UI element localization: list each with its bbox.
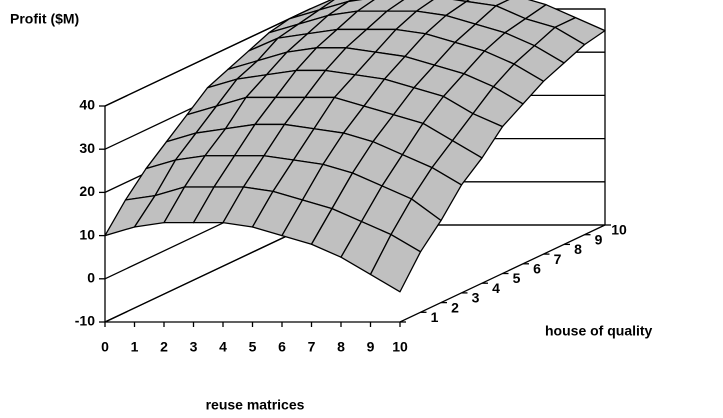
x-tick-label: 2 <box>160 339 168 355</box>
x-tick-label: 3 <box>190 339 198 355</box>
surface-patch <box>369 233 422 293</box>
x-tick-label: 5 <box>249 339 257 355</box>
x-axis-title: reuse matrices <box>206 397 305 413</box>
z-tick-label: -10 <box>75 313 95 329</box>
x-tick-label: 7 <box>308 339 316 355</box>
x-tick-label: 6 <box>278 339 286 355</box>
y-tick-label: 8 <box>574 241 582 257</box>
y-tick-label: 9 <box>595 231 603 247</box>
x-tick-label: 4 <box>219 339 227 355</box>
x-tick-label: 8 <box>337 339 345 355</box>
z-tick-label: 20 <box>79 183 95 199</box>
y-axis-title: house of quality <box>545 323 653 339</box>
z-tick-label: 10 <box>79 226 95 242</box>
z-tick-label: 0 <box>87 270 95 286</box>
y-tick-label: 2 <box>451 299 459 315</box>
x-tick-label: 0 <box>101 339 109 355</box>
z-tick-label: 40 <box>79 97 95 113</box>
x-tick-label: 10 <box>392 339 408 355</box>
y-tick-label: 6 <box>533 261 541 277</box>
y-tick-label: 1 <box>431 309 439 325</box>
z-tick-label: 30 <box>79 140 95 156</box>
x-tick-label: 9 <box>367 339 375 355</box>
y-tick-label: 10 <box>611 222 627 238</box>
z-axis-title: Profit ($M) <box>10 11 79 27</box>
y-tick-label: 7 <box>554 251 562 267</box>
x-tick-label: 1 <box>131 339 139 355</box>
surface-patch <box>347 0 363 3</box>
y-tick-label: 3 <box>472 290 480 306</box>
y-tick-label: 4 <box>492 280 500 296</box>
y-tick-label: 5 <box>513 270 521 286</box>
